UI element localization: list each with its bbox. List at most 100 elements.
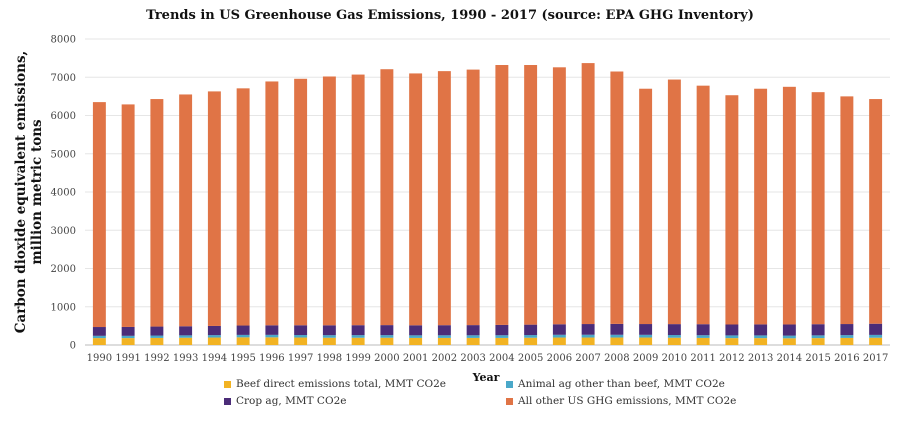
bar-segment [610,337,624,345]
x-tick-label: 2016 [834,353,859,364]
x-tick-label: 2015 [805,353,830,364]
bar-segment [782,86,796,325]
bar-segment [121,326,135,336]
x-tick-label: 2009 [633,353,658,364]
bar-segment [581,334,595,338]
bar-segment [782,324,796,336]
bar-segment [437,335,451,338]
y-tick-label: 0 [70,341,76,352]
bar-segment [322,325,336,336]
x-tick-label: 1992 [144,353,169,364]
x-tick-label: 1997 [288,353,313,364]
bar-segment [524,337,538,345]
bar-segment [121,104,135,327]
bar-segment [265,81,279,326]
x-axis-label: Year [472,371,500,384]
bar-segment [552,337,566,345]
x-tick-label: 1990 [87,353,112,364]
bar-segment [639,334,653,338]
bar-segment [294,325,308,336]
y-tick-label: 8000 [51,35,76,46]
bar-segment [696,85,710,325]
bar-segment [581,324,595,335]
bar-segment [725,335,739,339]
bar-segment [466,337,480,345]
bar-segment [581,337,595,345]
bar-segment [725,338,739,345]
x-tick-label: 2000 [374,353,399,364]
bar-segment [782,338,796,345]
bar-segment [754,88,768,325]
x-tick-label: 1999 [345,353,370,364]
bar-segment [351,335,365,338]
bar-segment [409,73,423,326]
y-tick-label: 4000 [51,188,76,199]
x-tick-label: 1993 [173,353,198,364]
bar-segment [667,337,681,345]
bar-segment [610,334,624,338]
bar-segment [351,325,365,336]
x-tick-label: 2014 [777,353,802,364]
bar-segment [380,335,394,338]
bar-segment [495,65,509,325]
bar-segment [696,337,710,345]
bars [92,63,883,345]
x-tick-label: 2002 [432,353,457,364]
x-tick-label: 2013 [748,353,773,364]
bar-segment [380,325,394,336]
bar-segment [437,325,451,336]
x-tick-label: 2006 [547,353,572,364]
x-tick-label: 2004 [489,353,514,364]
x-tick-label: 2005 [518,353,543,364]
bar-segment [322,76,336,326]
bar-segment [236,325,250,335]
gridlines [85,38,890,346]
bar-segment [322,337,336,345]
bar-segment [409,325,423,336]
bar-segment [179,94,193,327]
y-tick-label: 1000 [51,302,76,313]
bar-segment [840,335,854,338]
x-tick-label: 2001 [403,353,428,364]
x-tick-label: 1998 [317,353,342,364]
bar-segment [351,74,365,326]
bar-segment [437,337,451,345]
bar-segment [811,324,825,336]
bar-segment [409,337,423,345]
bar-segment [322,335,336,338]
bar-segment [92,327,106,336]
bar-segment [524,324,538,336]
bar-segment [92,335,106,339]
bar-segment [150,99,164,327]
x-tick-label: 2007 [575,353,600,364]
bar-segment [294,337,308,345]
x-tick-label: 1995 [230,353,255,364]
y-axis-label-line1: Carbon dioxide equivalent emissions, [13,51,29,334]
bar-segment [840,96,854,325]
x-tick-label: 2012 [719,353,744,364]
bar-segment [236,88,250,326]
chart-title: Trends in US Greenhouse Gas Emissions, 1… [146,8,754,23]
bar-segment [811,338,825,345]
bar-segment [409,335,423,338]
bar-segment [811,92,825,325]
bar-segment [754,324,768,336]
bar-segment [380,69,394,326]
bar-segment [495,324,509,336]
bar-segment [121,335,135,339]
x-tick-label: 2011 [690,353,715,364]
bar-segment [581,63,595,325]
bar-segment [265,337,279,345]
bar-segment [696,324,710,336]
bar-segment [840,324,854,336]
x-tick-label: 2008 [604,353,629,364]
y-tick-label: 7000 [51,73,76,84]
bar-segment [466,325,480,336]
x-tick-labels: 1990 1991 1992 1993 1994 1995 1996 1997 1998 1999… [87,353,889,364]
bar-segment [437,71,451,326]
bar-segment [380,337,394,345]
bar-segment [150,335,164,338]
bar-segment [466,69,480,326]
bar-segment [639,337,653,345]
